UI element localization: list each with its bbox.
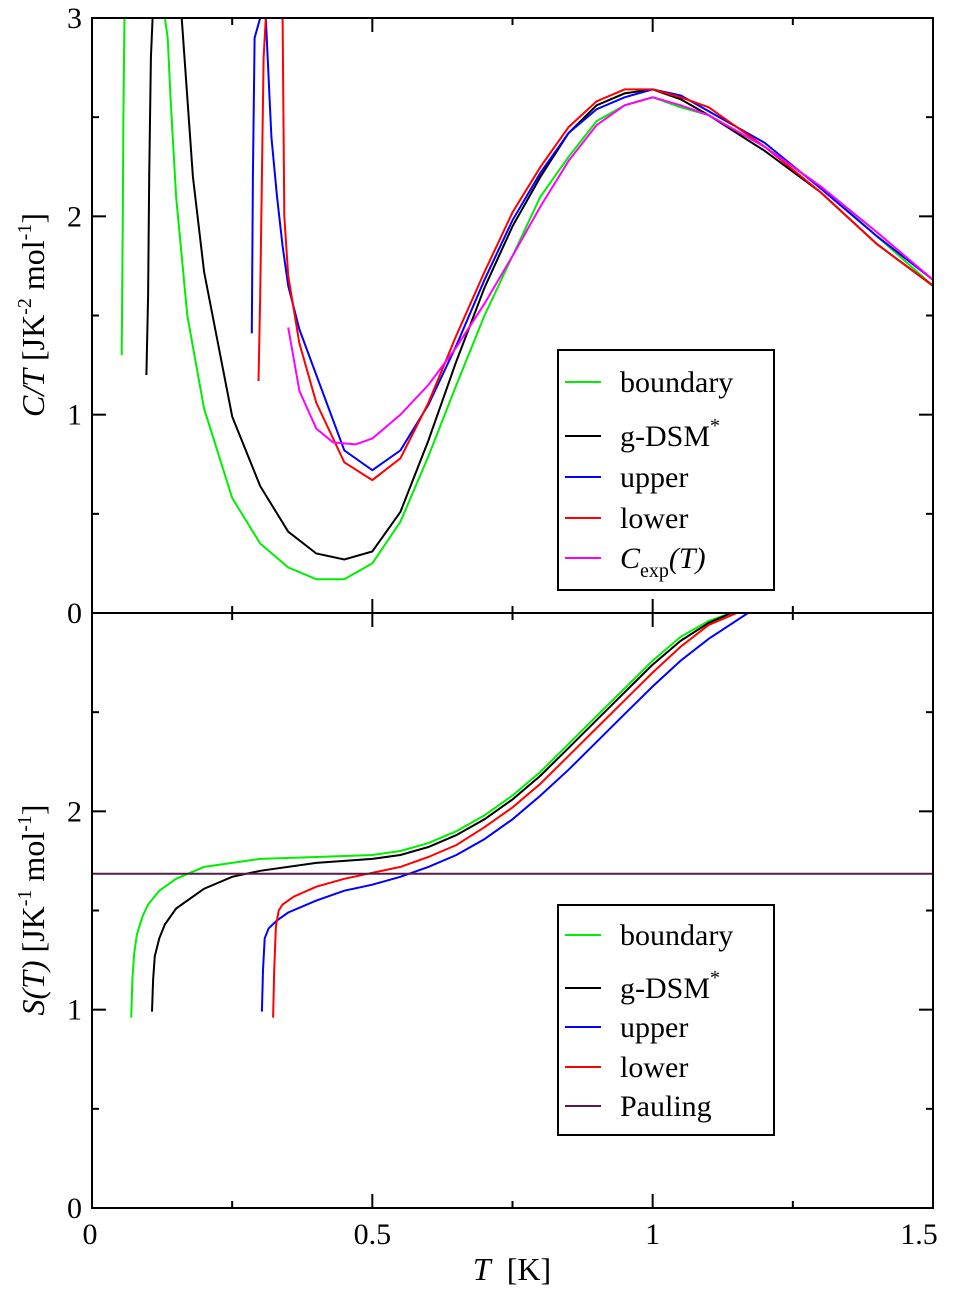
bottom-ytick-label: 2 [67, 795, 82, 828]
heat-capacity-ticks: 0 1 2 3 [67, 2, 934, 630]
top-series-cexp-t-6 [287, 96, 933, 446]
entropy-y-axis-label: S(T) [JK-1 mol-1] [14, 804, 51, 1015]
top-legend-label-gdsm: g-DSM* [620, 415, 720, 453]
heat-capacity-y-axis-label: C/T [JK-2 mol-1] [14, 213, 51, 417]
top-ylabel-end: ] [15, 213, 51, 224]
bottom-ytick-label: 0 [67, 1192, 82, 1225]
top-ytick-label: 3 [67, 2, 82, 35]
svg-text:S(T) [JK-1 mol-1]: S(T) [JK-1 mol-1] [14, 804, 51, 1015]
top-legend-label-boundary: boundary [620, 366, 733, 399]
bottom-legend-label-boundary: boundary [620, 919, 733, 952]
top-series-boundary-1 [163, 18, 933, 581]
top-legend-box [557, 349, 775, 591]
bottom-ylabel-unit-prefix: [JK [15, 906, 51, 960]
bottom-legend-label-pauling: Pauling [620, 1090, 712, 1123]
top-legend-label-upper: upper [620, 461, 688, 494]
bottom-series-upper-2 [260, 613, 749, 1012]
entropy-plot-frame [91, 612, 934, 1209]
entropy-legend: boundary g-DSM* upper lower Pauling [557, 904, 775, 1136]
top-series-lower-5 [257, 18, 933, 482]
heat-capacity-panel: 0 1 2 3 C/T [JK-2 mol-1] boundary g-DSM* uppe… [14, 2, 934, 630]
bottom-ylabel-sup2: -1 [14, 815, 36, 832]
bottom-series-lower-3 [272, 613, 738, 1018]
heat-capacity-series [120, 18, 933, 581]
bottom-ytick-label: 1 [67, 994, 82, 1027]
xlabel-main: T [473, 1251, 493, 1287]
bottom-xtick-label: 1.5 [900, 1218, 938, 1251]
top-ylabel-mid: mol [15, 240, 51, 298]
xlabel-unit: [K] [491, 1251, 551, 1287]
top-ylabel-sup2: -1 [14, 224, 36, 241]
bottom-series-boundary-0 [130, 613, 732, 1018]
bottom-legend-label-gdsm: g-DSM* [620, 967, 720, 1005]
heat-capacity-plot-frame [91, 17, 934, 614]
bottom-ylabel-mid: mol [15, 832, 51, 890]
top-ylabel-sup1: -2 [14, 298, 36, 315]
entropy-series [92, 613, 933, 1018]
bottom-ylabel-main: S(T) [15, 960, 51, 1015]
bottom-legend-box [557, 904, 775, 1136]
top-ytick-label: 1 [67, 399, 82, 432]
bottom-series-g-dsm-1 [151, 613, 732, 1012]
svg-text:C/T [JK-2 mol-1]: C/T [JK-2 mol-1] [14, 213, 51, 417]
top-legend-label-lower: lower [620, 502, 688, 535]
top-ylabel-main: C/T [15, 367, 51, 417]
top-series-boundary-0 [120, 18, 129, 356]
bottom-xtick-label: 0 [83, 1218, 98, 1251]
bottom-ylabel-end: ] [15, 804, 51, 815]
top-legend-label-cexp: Cexp(T) [620, 542, 706, 582]
x-axis-label: T [K] [473, 1251, 551, 1287]
bottom-xtick-label: 0.5 [354, 1218, 392, 1251]
top-series-g-dsm-2 [145, 18, 154, 376]
heat-capacity-legend: boundary g-DSM* upper lower Cexp(T) [557, 349, 775, 591]
top-ytick-label: 2 [67, 200, 82, 233]
entropy-ticks: 0 1 2 0 0.5 1 1.5 [67, 613, 938, 1251]
bottom-legend-label-upper: upper [620, 1011, 688, 1044]
bottom-ylabel-sup1: -1 [14, 890, 36, 907]
bottom-xtick-label: 1 [645, 1218, 660, 1251]
top-ytick-label: 0 [67, 597, 82, 630]
top-ylabel-unit-prefix: [JK [15, 315, 51, 369]
bottom-legend-label-lower: lower [620, 1051, 688, 1084]
